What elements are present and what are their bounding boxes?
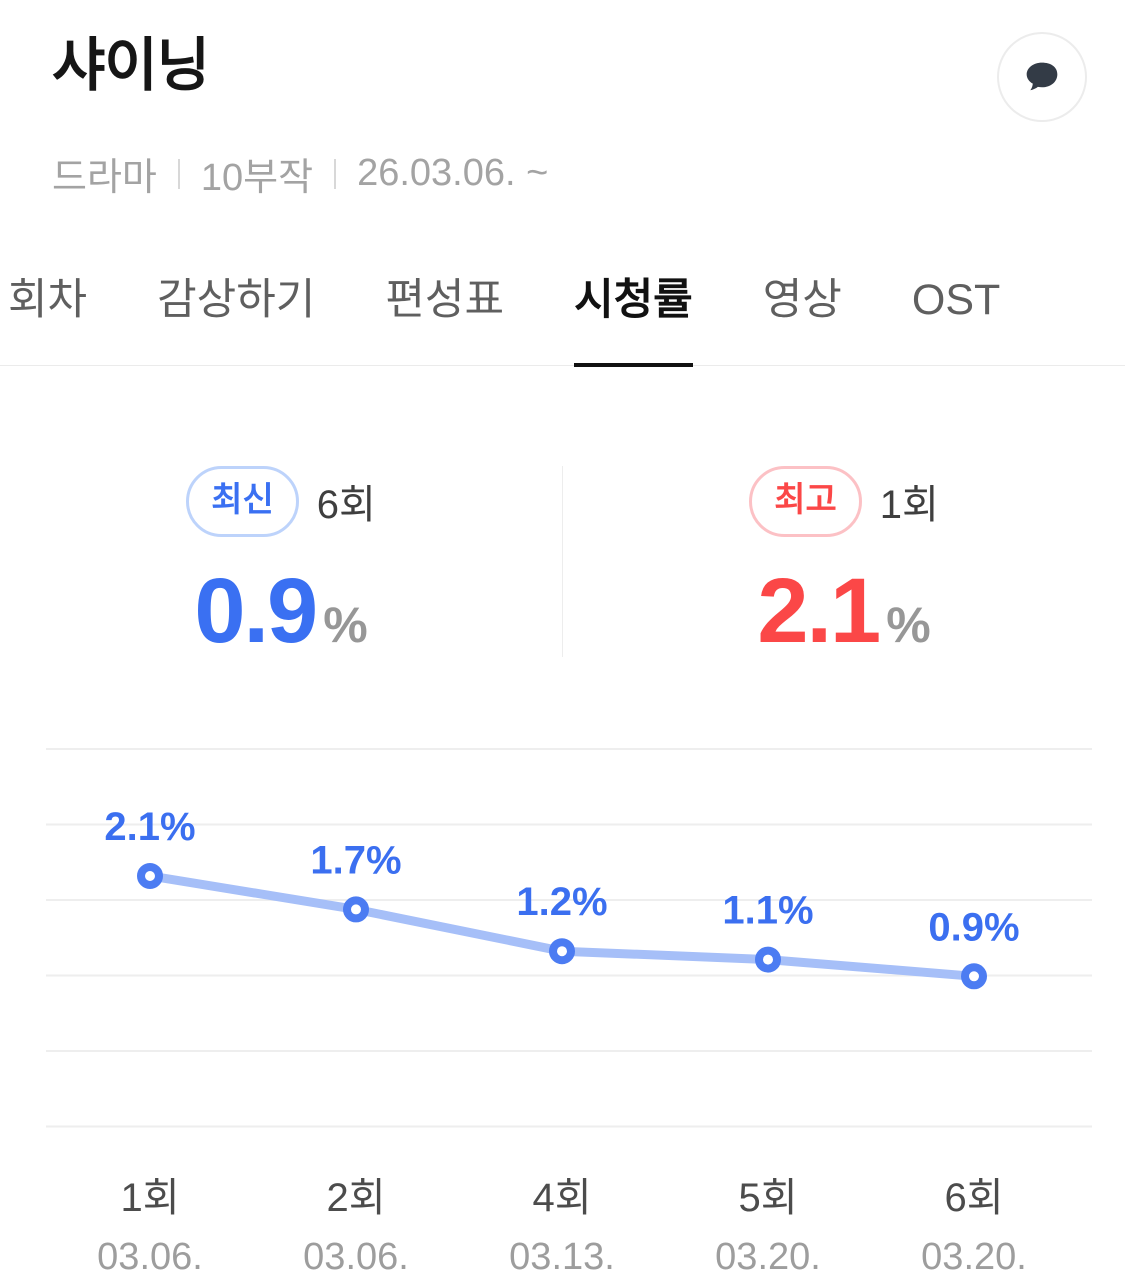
highest-rating-number: 2.1 [757,559,881,662]
x-axis-episode-label: 4회 [532,1176,591,1220]
latest-rating-header: 최신 6회 [186,466,376,537]
highest-rating-header: 최고 1회 [749,466,939,537]
ratings-summary: 최신 6회 0.9% 최고 1회 2.1% [0,466,1125,657]
comment-button[interactable] [997,32,1087,122]
percent-unit: % [323,596,368,653]
data-point [549,938,575,965]
meta-episode-count: 10부작 [200,157,314,199]
page-title: 샤이닝 [52,33,210,98]
percent-unit: % [886,596,931,653]
title-row: 샤이닝 [52,30,1087,122]
ratings-chart: 2.1% 1회 03.06. 1.7% 2회 03.06. 1.2% 4회 03.13. 1.1%… [46,747,1092,1278]
latest-badge: 최신 [186,466,299,537]
latest-episode-label: 6회 [316,483,376,528]
x-axis-episode-label: 1회 [120,1176,179,1220]
point-label: 0.9% [928,905,1019,949]
header: 샤이닝 드라마 10부작 26.03.06. ~ [0,0,1125,201]
point-label: 1.7% [310,838,401,882]
meta-row: 드라마 10부작 26.03.06. ~ [52,146,1087,201]
latest-rating-value: 0.9% [194,565,367,657]
data-point [961,963,987,990]
tab-schedule[interactable]: 편성표 [385,276,505,324]
x-axis-date-label: 03.13. [509,1236,615,1278]
tab-episodes[interactable]: 회차 [8,276,88,324]
tab-ost[interactable]: OST [911,276,1001,324]
ratings-chart-section: 2.1% 1회 03.06. 1.7% 2회 03.06. 1.2% 4회 03.13. 1.1%… [0,719,1125,1279]
tab-watch[interactable]: 감상하기 [157,276,316,324]
point-label: 1.1% [722,888,813,932]
x-axis-date-label: 03.20. [921,1236,1027,1278]
stats-divider [562,466,563,657]
x-axis-episode-label: 2회 [326,1176,385,1220]
data-point [343,896,369,923]
data-point [137,862,163,889]
x-axis-date-label: 03.06. [303,1236,409,1278]
meta-separator [177,158,180,189]
x-axis-episode-label: 6회 [944,1176,1003,1220]
data-point [755,946,781,973]
x-axis-date-label: 03.06. [97,1236,203,1278]
highest-episode-label: 1회 [879,483,939,528]
point-label: 2.1% [104,805,195,849]
x-axis-episode-label: 5회 [738,1176,797,1220]
highest-rating-value: 2.1% [757,565,930,657]
latest-rating-number: 0.9 [194,559,318,662]
highest-badge: 최고 [749,466,862,537]
meta-separator [334,158,337,189]
tab-bar: 회차 감상하기 편성표 시청률 영상 OST [0,273,1125,367]
tab-video[interactable]: 영상 [762,276,842,324]
tab-ratings[interactable]: 시청률 [574,273,693,367]
x-axis-date-label: 03.20. [715,1236,821,1278]
meta-genre: 드라마 [52,157,157,199]
meta-air-date: 26.03.06. ~ [357,152,549,194]
point-label: 1.2% [516,880,607,924]
highest-rating-card: 최고 1회 2.1% [563,466,1125,657]
speech-bubble-icon [1019,54,1065,100]
latest-rating-card: 최신 6회 0.9% [0,466,562,657]
